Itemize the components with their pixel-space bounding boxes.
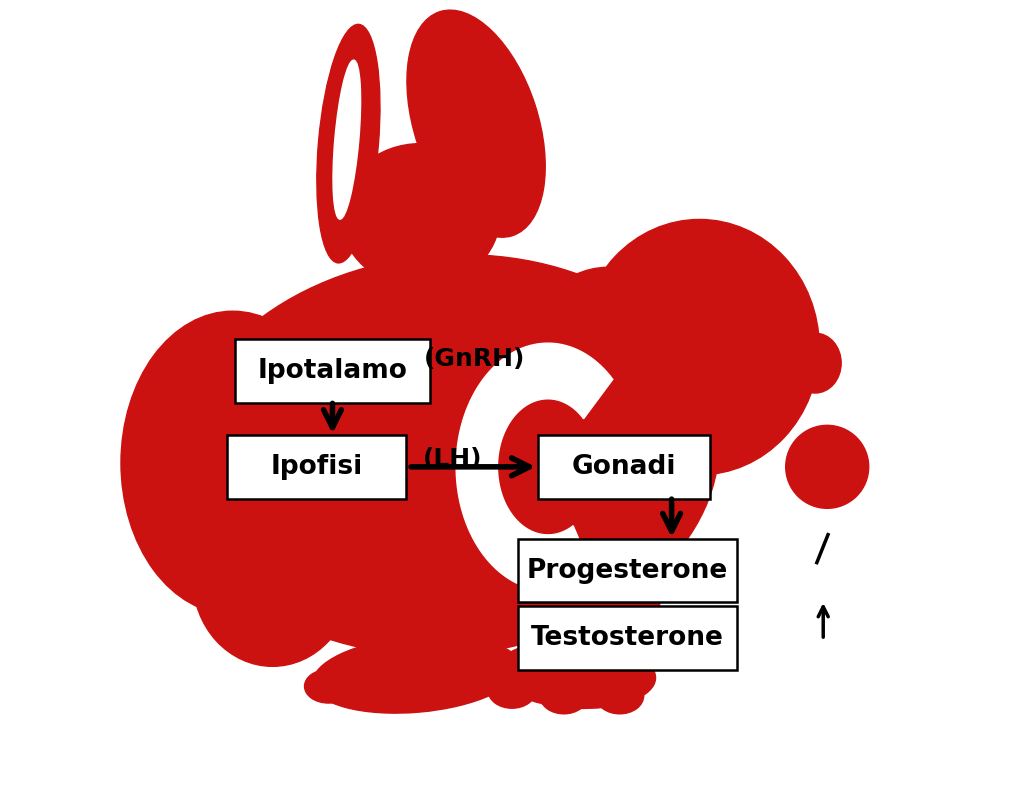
Ellipse shape	[556, 547, 659, 674]
Text: Ipofisi: Ipofisi	[270, 454, 362, 480]
FancyBboxPatch shape	[226, 435, 407, 499]
Ellipse shape	[352, 676, 400, 709]
Ellipse shape	[488, 672, 536, 709]
Circle shape	[785, 425, 868, 508]
Ellipse shape	[316, 25, 380, 263]
Ellipse shape	[596, 678, 644, 713]
Text: (GnRH): (GnRH)	[424, 347, 525, 371]
Text: Ipotalamo: Ipotalamo	[257, 358, 408, 384]
Ellipse shape	[520, 267, 695, 475]
Ellipse shape	[193, 491, 352, 666]
Ellipse shape	[333, 60, 360, 219]
Ellipse shape	[177, 255, 719, 655]
Ellipse shape	[790, 334, 841, 393]
Text: Progesterone: Progesterone	[527, 558, 728, 583]
Ellipse shape	[121, 311, 344, 614]
Ellipse shape	[540, 678, 588, 713]
Ellipse shape	[304, 670, 352, 703]
Text: Testosterone: Testosterone	[531, 626, 724, 651]
Ellipse shape	[340, 144, 500, 287]
Text: (LH): (LH)	[423, 447, 482, 471]
FancyBboxPatch shape	[518, 606, 737, 670]
FancyBboxPatch shape	[234, 339, 430, 403]
Polygon shape	[456, 343, 612, 591]
Ellipse shape	[313, 635, 519, 713]
Text: Gonadi: Gonadi	[571, 454, 676, 480]
Ellipse shape	[497, 640, 655, 709]
Ellipse shape	[407, 10, 545, 237]
Ellipse shape	[580, 219, 819, 475]
FancyBboxPatch shape	[538, 435, 710, 499]
FancyBboxPatch shape	[518, 539, 737, 602]
